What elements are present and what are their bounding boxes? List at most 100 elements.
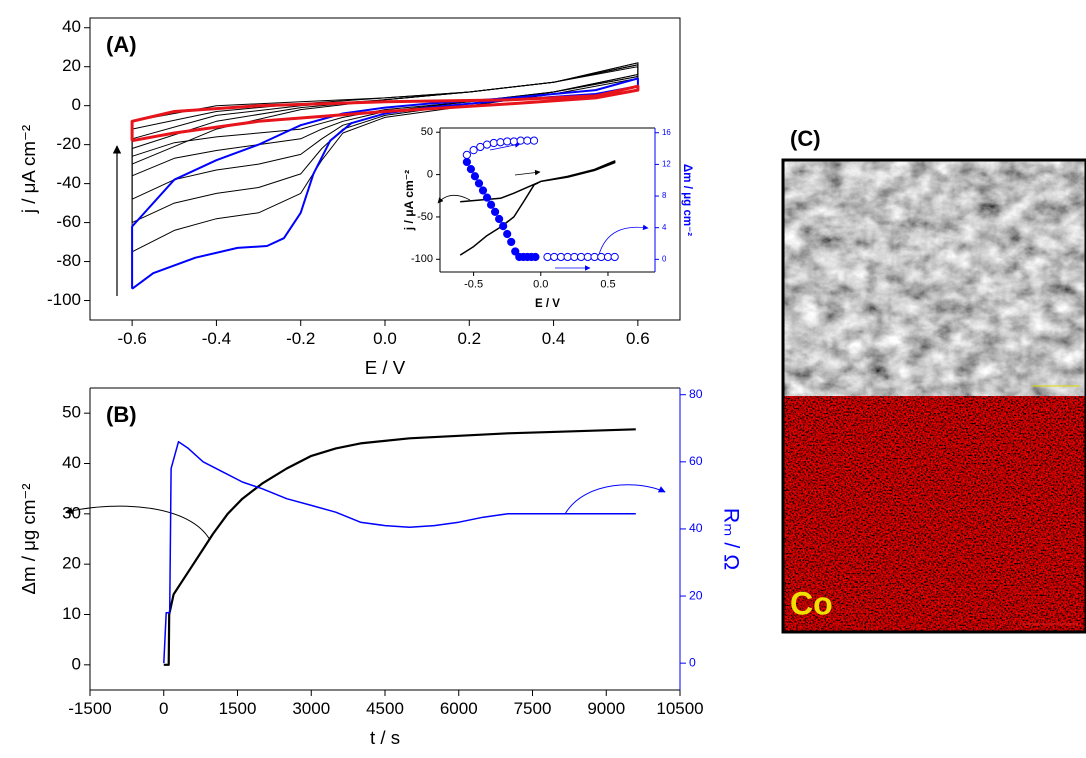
- y-tick-label: -60: [56, 212, 81, 231]
- y-tick-label: 20: [62, 554, 81, 573]
- panel-label: (A): [106, 32, 137, 57]
- y2-tick-label: 8: [662, 191, 667, 200]
- arrow: [514, 169, 541, 176]
- y-tick-label: 40: [62, 17, 81, 36]
- data-point: [531, 252, 540, 262]
- data-point: [503, 137, 512, 146]
- arrow: [597, 224, 649, 259]
- x-tick-label: -0.5: [464, 279, 483, 291]
- data-point: [482, 140, 492, 149]
- y-tick-label: 20: [62, 56, 81, 75]
- data-point: [474, 179, 484, 188]
- x-tick-label: 9000: [587, 699, 625, 718]
- y-tick-label: -50: [417, 211, 433, 223]
- series-line: [130, 84, 640, 143]
- y-tick-label: 50: [421, 126, 433, 138]
- data-point: [478, 186, 488, 195]
- data-point: [462, 150, 471, 160]
- data-point: [466, 165, 476, 174]
- data-point: [486, 200, 496, 209]
- y2-tick-label: 60: [689, 454, 703, 468]
- series-line: [459, 160, 616, 256]
- y2-tick-label: 40: [689, 521, 703, 535]
- x-axis-title: E / V: [535, 298, 560, 310]
- y-tick-label: -20: [56, 134, 81, 153]
- data-point: [507, 237, 516, 247]
- series-line: [131, 77, 639, 290]
- x-tick-label: 0.2: [457, 329, 481, 348]
- arrow: [65, 505, 211, 541]
- y2-tick-label: 16: [662, 128, 671, 137]
- data-point: [470, 172, 480, 181]
- series-line: [131, 64, 639, 224]
- data-point: [469, 146, 478, 155]
- x-tick-label: 7500: [514, 699, 552, 718]
- series-line: [163, 440, 636, 664]
- data-point: [556, 252, 566, 262]
- eds-map: [783, 396, 1086, 632]
- y-tick-label: -100: [47, 290, 81, 309]
- data-point: [516, 136, 525, 145]
- image-frame: [781, 158, 1086, 634]
- y2-tick-label: 0: [662, 254, 667, 263]
- y-tick-label: -80: [56, 251, 81, 270]
- y2-tick-label: 12: [662, 159, 671, 168]
- data-point: [511, 247, 520, 256]
- data-point: [496, 138, 505, 147]
- x-tick-label: -0.6: [117, 329, 146, 348]
- x-tick-label: 3000: [292, 699, 330, 718]
- y-axis-title: Δm / μg cm⁻²: [18, 484, 39, 595]
- y2-tick-label: 0: [689, 655, 696, 669]
- data-point: [570, 252, 579, 262]
- x-tick-label: 6000: [440, 699, 478, 718]
- x-tick-label: 10500: [656, 699, 703, 718]
- data-point: [550, 252, 559, 262]
- element-label: Co: [790, 585, 833, 621]
- x-axis-title: t / s: [370, 727, 400, 748]
- x-tick-label: 0.6: [626, 329, 650, 348]
- x-tick-label: 0.4: [542, 329, 566, 348]
- data-point: [482, 193, 492, 202]
- x-tick-label: 4500: [366, 699, 404, 718]
- data-point: [523, 136, 532, 145]
- y-tick-label: -100: [411, 253, 433, 265]
- panel-label: (B): [106, 402, 137, 427]
- data-point: [543, 252, 552, 262]
- y2-tick-label: 4: [662, 223, 667, 232]
- x-tick-label: 1500: [219, 699, 257, 718]
- y2-axis-title: Rₘ / Ω: [719, 508, 743, 570]
- y-axis-title: j / μA cm⁻²: [18, 125, 39, 214]
- series-line: [131, 62, 639, 177]
- data-point: [603, 252, 613, 262]
- data-point: [529, 136, 539, 145]
- data-point: [597, 252, 606, 262]
- x-tick-label: 0: [159, 699, 168, 718]
- sem-image: [783, 160, 1086, 396]
- x-tick-label: 0.5: [600, 279, 615, 291]
- data-point: [509, 137, 519, 146]
- plot-frame: [89, 17, 681, 321]
- y2-axis-title: Δm / μg cm⁻²: [681, 164, 693, 236]
- series-line: [163, 428, 636, 666]
- x-axis-title: E / V: [365, 357, 406, 378]
- data-point: [476, 142, 485, 152]
- y-tick-label: 30: [62, 503, 81, 522]
- series-line: [131, 64, 639, 157]
- data-point: [583, 252, 592, 262]
- data-point: [576, 252, 586, 262]
- y-tick-label: 10: [62, 604, 81, 623]
- y-tick-label: 0: [72, 654, 81, 673]
- y-tick-label: 0: [427, 168, 433, 180]
- data-point: [499, 222, 508, 231]
- data-point: [490, 207, 500, 216]
- x-tick-label: 0.0: [373, 329, 397, 348]
- x-tick-label: -0.2: [286, 329, 315, 348]
- arrow: [564, 484, 666, 515]
- y-tick-label: -40: [56, 173, 81, 192]
- y-axis-title: j / μA cm⁻²: [402, 170, 416, 231]
- data-point: [563, 252, 572, 262]
- y2-tick-label: 20: [689, 588, 703, 602]
- data-point: [489, 138, 498, 148]
- data-point: [503, 229, 512, 239]
